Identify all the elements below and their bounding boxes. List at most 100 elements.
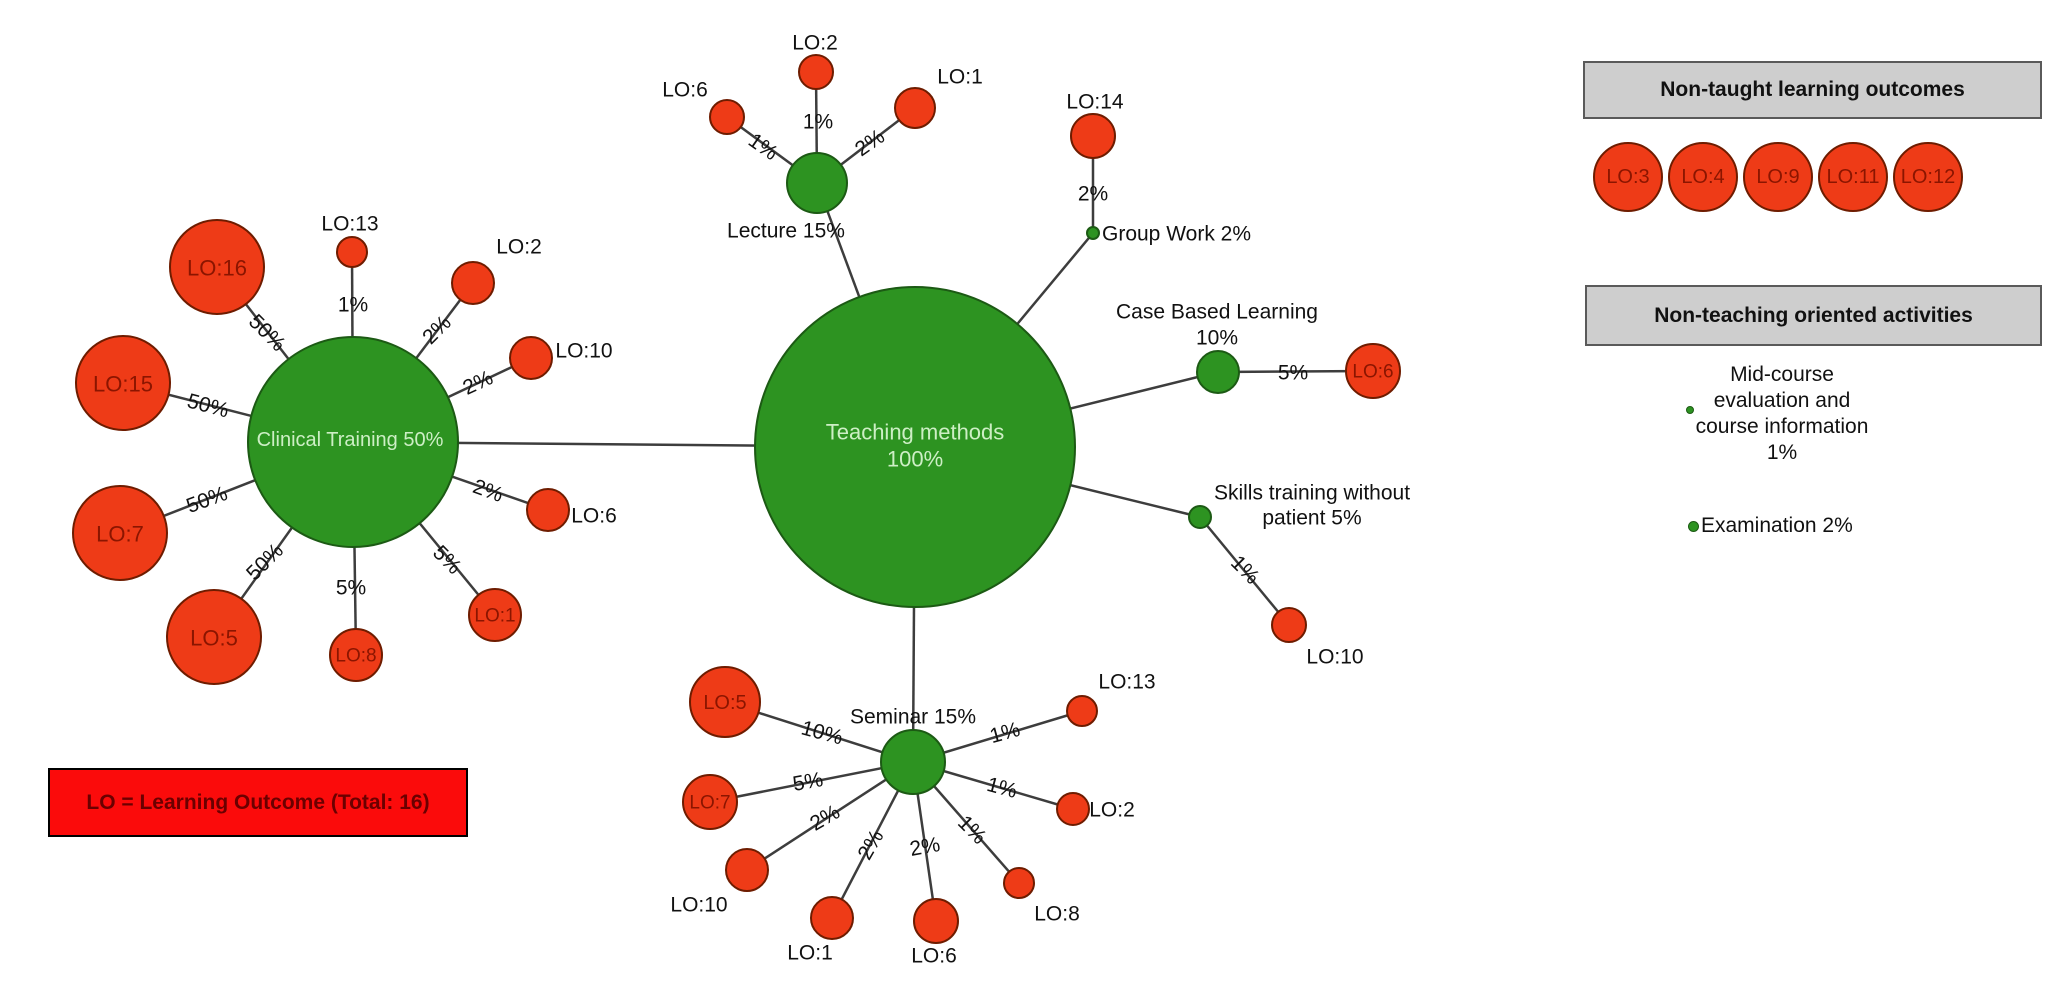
lo-circle-seminar-lo-5: [689, 666, 761, 738]
lo-circle-seminar-lo-8: [1003, 867, 1035, 899]
pct-label-clinical-training-lo-10: 2%: [459, 366, 496, 400]
lo-circle-clinical-training-lo-5: [166, 589, 262, 685]
hub-label-teaching-methods: Teaching methods: [826, 420, 1005, 445]
hub-label-case-based-learning: 10%: [1196, 327, 1238, 350]
lo-circle-clinical-training-lo-1: [468, 588, 522, 642]
lo-label-seminar-lo-6: LO:6: [911, 945, 957, 968]
lo-label-clinical-training-lo-1: LO:1: [474, 606, 515, 627]
lo-label-clinical-training-lo-8: LO:8: [335, 646, 376, 667]
pct-label-seminar-lo-2: 1%: [984, 773, 1019, 803]
lo-circle-lecture-lo-2: [798, 54, 834, 90]
pct-label-clinical-training-lo-15: 50%: [185, 389, 232, 422]
pct-label-clinical-training-lo-16: 50%: [244, 310, 290, 356]
pct-label-lecture-lo-1: 2%: [851, 125, 889, 161]
lo-circle-clinical-training-lo-8: [329, 628, 383, 682]
lo-circle-seminar-lo-13: [1066, 695, 1098, 727]
lo-circle-seminar-lo-10: [725, 848, 769, 892]
mid-course-dot: [1686, 406, 1694, 414]
pct-label-clinical-training-lo-6: 2%: [470, 475, 506, 507]
lo-circle-clinical-training-lo-2: [451, 261, 495, 305]
examination-activity-label: Examination 2%: [1701, 514, 1853, 537]
lo-label-clinical-training-lo-13: LO:13: [321, 213, 378, 236]
lo-circle-case-based-learning-lo-6: [1345, 343, 1401, 399]
pct-label-seminar-lo-6: 2%: [908, 833, 942, 861]
lo-circle-seminar-lo-2: [1056, 792, 1090, 826]
non-taught-lo-circle: LO:11: [1818, 142, 1888, 212]
non-teaching-header: Non-teaching oriented activities: [1585, 285, 2042, 346]
hub-label-case-based-learning: Case Based Learning: [1116, 301, 1318, 324]
lo-label-lecture-lo-1: LO:1: [937, 66, 983, 89]
pct-label-seminar-lo-13: 1%: [987, 718, 1022, 748]
edge-skills-training-without-patient-lo-10: [1199, 516, 1290, 626]
pct-label-case-based-learning-lo-6: 5%: [1278, 362, 1308, 385]
non-taught-header: Non-taught learning outcomes: [1583, 61, 2042, 119]
pct-label-seminar-lo-5: 10%: [799, 716, 846, 749]
legend-box: LO = Learning Outcome (Total: 16): [48, 768, 468, 837]
lo-label-clinical-training-lo-5: LO:5: [190, 626, 238, 651]
pct-label-clinical-training-lo-7: 50%: [183, 482, 230, 518]
lo-label-lecture-lo-6: LO:6: [662, 79, 708, 102]
lo-label-case-based-learning-lo-6: LO:6: [1352, 362, 1393, 383]
lo-circle-lecture-lo-6: [709, 99, 745, 135]
lo-label-clinical-training-lo-6: LO:6: [571, 505, 617, 528]
hub-circle-group-work: [1086, 226, 1100, 240]
lo-circle-seminar-lo-7: [682, 774, 738, 830]
lo-circle-clinical-training-lo-13: [336, 236, 368, 268]
lo-label-clinical-training-lo-7: LO:7: [96, 522, 144, 547]
edge-seminar-lo-7: [709, 760, 914, 804]
pct-label-clinical-training-lo-5: 50%: [242, 539, 288, 585]
lo-circle-group-work-lo-14: [1070, 113, 1116, 159]
lo-circle-clinical-training-lo-15: [75, 335, 171, 431]
lo-label-seminar-lo-5: LO:5: [703, 692, 746, 714]
lo-label-seminar-lo-8: LO:8: [1034, 903, 1080, 926]
pct-label-seminar-lo-1: 2%: [853, 826, 888, 864]
hub-label-clinical-training: Clinical Training 50%: [257, 429, 444, 451]
lo-label-seminar-lo-7: LO:7: [689, 793, 730, 814]
lo-circle-skills-training-without-patient-lo-10: [1271, 607, 1307, 643]
non-taught-lo-circle: LO:12: [1893, 142, 1963, 212]
mid-course-activity-label: Mid-course evaluation and course informa…: [1695, 363, 1869, 464]
hub-circle-teaching-methods: [754, 286, 1076, 608]
pct-label-seminar-lo-7: 5%: [791, 768, 825, 796]
hub-circle-seminar: [880, 729, 946, 795]
pct-label-clinical-training-lo-2: 2%: [418, 311, 456, 349]
hub-circle-case-based-learning: [1196, 350, 1240, 394]
hub-label-seminar: Seminar 15%: [850, 706, 976, 729]
hub-circle-lecture: [786, 152, 848, 214]
non-taught-lo-circle: LO:9: [1743, 142, 1813, 212]
hub-label-lecture: Lecture 15%: [727, 220, 845, 243]
hub-circle-clinical-training: [247, 336, 459, 548]
lo-label-seminar-lo-2: LO:2: [1089, 799, 1135, 822]
lo-label-skills-training-without-patient-lo-10: LO:10: [1306, 646, 1363, 669]
lo-label-clinical-training-lo-15: LO:15: [93, 372, 153, 397]
non-taught-lo-circle: LO:4: [1668, 142, 1738, 212]
lo-circle-clinical-training-lo-6: [526, 488, 570, 532]
lo-label-clinical-training-lo-10: LO:10: [555, 340, 612, 363]
pct-label-lecture-lo-2: 1%: [803, 111, 833, 134]
lo-label-lecture-lo-2: LO:2: [792, 32, 838, 55]
non-taught-title: Non-taught learning outcomes: [1660, 78, 1965, 101]
non-taught-lo-row: LO:3 LO:4 LO:9 LO:11 LO:12: [1593, 142, 1963, 212]
lo-label-seminar-lo-10: LO:10: [670, 894, 727, 917]
hub-label-group-work: Group Work 2%: [1102, 223, 1251, 246]
lo-label-group-work-lo-14: LO:14: [1066, 91, 1124, 114]
hub-circle-skills-training-without-patient: [1188, 505, 1212, 529]
lo-circle-seminar-lo-1: [810, 896, 854, 940]
lo-circle-seminar-lo-6: [913, 898, 959, 944]
hub-label-teaching-methods: 100%: [887, 447, 943, 472]
lo-label-seminar-lo-13: LO:13: [1098, 671, 1155, 694]
examination-dot: [1688, 521, 1699, 532]
edge-seminar-lo-10: [746, 760, 914, 872]
lo-circle-clinical-training-lo-7: [72, 485, 168, 581]
lo-circle-clinical-training-lo-16: [169, 219, 265, 315]
lo-label-clinical-training-lo-2: LO:2: [496, 236, 542, 259]
lo-label-seminar-lo-1: LO:1: [787, 942, 833, 965]
legend-label: LO = Learning Outcome (Total: 16): [86, 790, 430, 814]
pct-label-group-work-lo-14: 2%: [1078, 183, 1108, 206]
pct-label-seminar-lo-10: 2%: [806, 800, 844, 835]
hub-label-skills-training-without-patient: Skills training without: [1214, 482, 1410, 505]
non-taught-lo-circle: LO:3: [1593, 142, 1663, 212]
pct-label-clinical-training-lo-8: 5%: [336, 577, 366, 600]
